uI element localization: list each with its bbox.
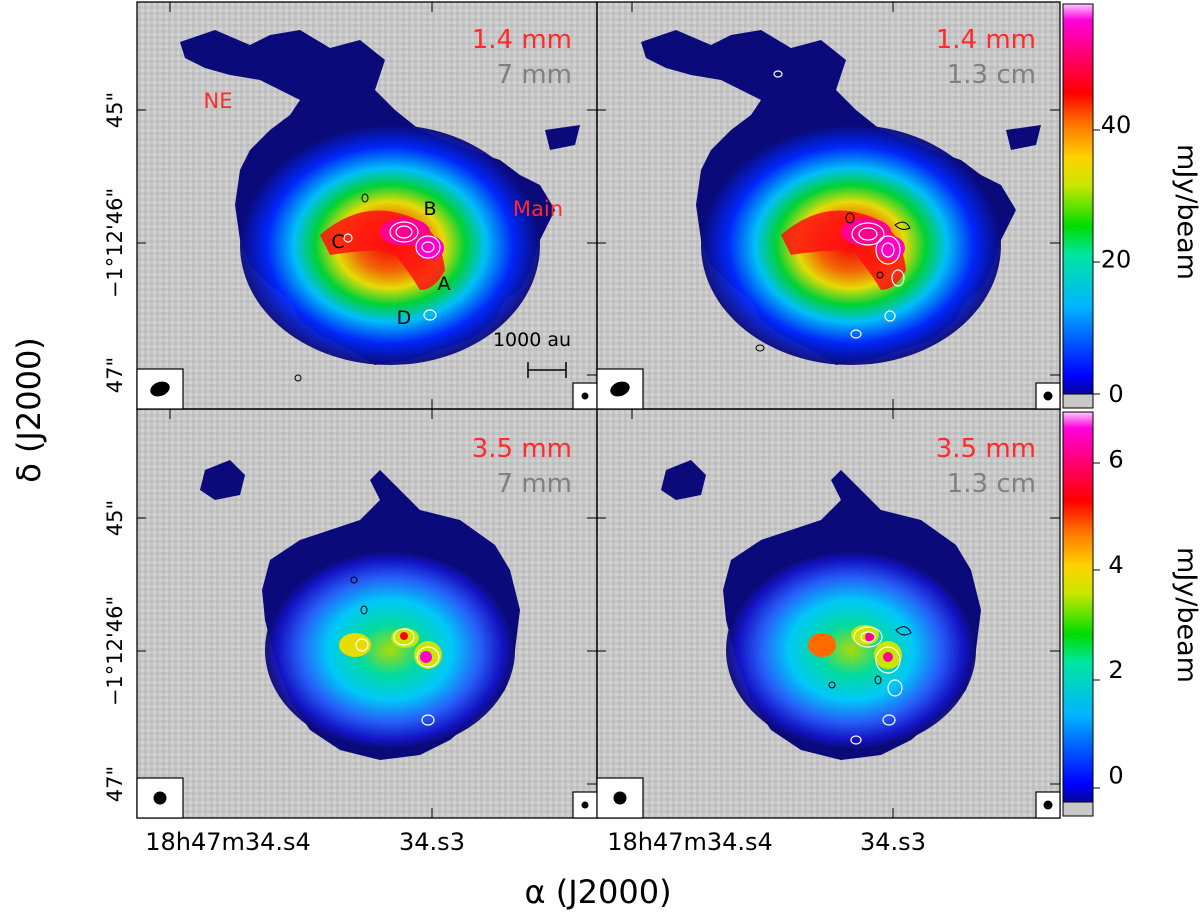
panel-title-main: 1.4 mm: [936, 25, 1036, 55]
x-tick-label: 34.s3: [860, 828, 926, 856]
panel-title-contour: 7 mm: [497, 469, 572, 499]
colorbar-top-unit: mJy/beam: [1171, 144, 1200, 280]
region-label-ne: NE: [204, 89, 233, 113]
colorbar-bottom-labels: 0 2 4 6: [1108, 445, 1123, 789]
scale-bar-label: 1000 au: [493, 329, 571, 351]
colorbar-bottom-unit: mJy/beam: [1171, 547, 1200, 683]
panel-title-main: 1.4 mm: [472, 25, 572, 55]
colorbar-tick-label: 6: [1108, 445, 1123, 473]
black-contours: [294, 193, 369, 382]
panel-title-contour: 1.3 cm: [947, 469, 1036, 499]
beam-indicators: [136, 368, 1061, 819]
y-axis-label: δ (J2000): [10, 337, 48, 483]
panel-bottom-right-map: [661, 460, 981, 760]
source-label-a: A: [438, 273, 451, 295]
panel-bottom-left-map: [200, 460, 520, 760]
panel-title-contour: 1.3 cm: [947, 60, 1036, 90]
colorbar-ticks: [1093, 129, 1100, 789]
panel-title-main: 3.5 mm: [936, 434, 1036, 464]
region-label-main: Main: [513, 197, 563, 221]
x-axis-label: α (J2000): [524, 873, 671, 911]
y-tick-label: 45": [103, 500, 127, 536]
colorbar-bottom: [1062, 411, 1094, 817]
source-label-d: D: [397, 307, 412, 329]
y-tick-label: −1°12'46": [103, 188, 127, 298]
colorbar-tick-label: 4: [1108, 551, 1123, 579]
colorbar-tick-label: 0: [1108, 762, 1123, 790]
x-tick-label: 18h47m34.s4: [145, 828, 311, 856]
panel-title-contour: 7 mm: [497, 60, 572, 90]
y-tick-label: 47": [103, 766, 127, 802]
colorbar-tick-label: 40: [1101, 111, 1132, 139]
colorbar-top: [1062, 3, 1094, 409]
panel-top-right-map: [641, 30, 1041, 365]
panel-title-main: 3.5 mm: [472, 434, 572, 464]
x-tick-label: 18h47m34.s4: [607, 828, 773, 856]
colorbar-tick-label: 20: [1101, 246, 1132, 274]
scale-bar: [527, 362, 567, 378]
colorbar-tick-label: 0: [1108, 380, 1123, 408]
y-tick-label: −1°12'46": [103, 596, 127, 706]
panel-top-left-map: [180, 30, 580, 382]
panel-frames: [136, 1, 1061, 819]
y-tick-label: 45": [103, 92, 127, 128]
source-label-c: C: [331, 231, 344, 253]
contours: [343, 221, 441, 321]
colorbar-top-labels: 0 20 40: [1101, 111, 1132, 408]
colorbar-tick-label: 2: [1108, 656, 1123, 684]
x-tick-label: 34.s3: [399, 828, 465, 856]
source-label-b: B: [423, 198, 436, 220]
y-tick-label: 47": [103, 357, 127, 393]
